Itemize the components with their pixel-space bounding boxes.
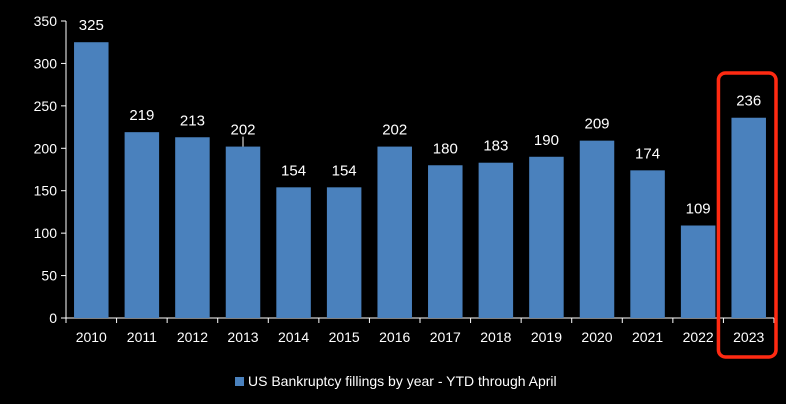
bar-2015: [326, 187, 362, 318]
data-label-2017: 180: [433, 140, 458, 157]
data-label-2010: 325: [79, 17, 104, 34]
x-tick-label-2022: 2022: [683, 329, 714, 345]
x-tick-label-2018: 2018: [480, 329, 511, 345]
x-tick-label-2023: 2023: [733, 329, 764, 345]
legend: US Bankruptcy fillings by year - YTD thr…: [235, 373, 557, 389]
bar-2012: [175, 137, 210, 318]
y-tick-label: 300: [34, 55, 58, 71]
legend-label: US Bankruptcy fillings by year - YTD thr…: [248, 373, 557, 389]
data-label-2021: 174: [635, 145, 660, 162]
y-tick-label: 250: [34, 98, 58, 114]
bar-2023: [731, 117, 766, 318]
x-tick-label-2013: 2013: [227, 329, 258, 345]
y-tick-label: 350: [34, 13, 58, 29]
x-tick-label-2011: 2011: [127, 329, 157, 345]
data-label-2020: 209: [584, 116, 609, 133]
bar-2016: [377, 146, 412, 318]
data-label-2016: 202: [382, 122, 407, 139]
bar-2013: [225, 146, 261, 318]
x-tick-label-2010: 2010: [76, 329, 107, 345]
x-tick-label-2020: 2020: [581, 329, 612, 345]
data-label-2022: 109: [686, 201, 711, 218]
y-tick-label: 100: [34, 225, 58, 241]
x-tick-label-2017: 2017: [430, 329, 461, 345]
data-label-2012: 213: [180, 112, 205, 129]
data-label-2018: 183: [483, 138, 508, 155]
bar-2019: [529, 156, 564, 318]
data-label-2011: 219: [129, 107, 154, 124]
x-tick-label-2015: 2015: [329, 329, 360, 345]
y-tick-label: 200: [34, 140, 58, 156]
bar-2011: [124, 132, 160, 318]
y-tick-label: 150: [34, 183, 58, 199]
bar-2010: [74, 42, 109, 318]
data-label-2019: 190: [534, 132, 559, 149]
plot-area: 0 50 100 150 200 250 300 350 325 2010 219 2011 213 20…: [34, 13, 778, 359]
bar-2022: [680, 225, 716, 318]
x-tick-label-2019: 2019: [531, 329, 562, 345]
bar-2014: [276, 187, 311, 318]
highlight-box: [716, 71, 778, 359]
data-label-2013: 202: [230, 122, 255, 139]
data-label-2015: 154: [332, 162, 357, 179]
y-tick-label: 50: [41, 268, 57, 284]
x-tick-label-2016: 2016: [379, 329, 410, 345]
data-label-2023: 236: [736, 93, 761, 110]
x-tick-label-2014: 2014: [278, 329, 309, 345]
bar-2020: [579, 140, 615, 318]
y-tick-label: 0: [49, 310, 57, 326]
data-label-2014: 154: [281, 162, 306, 179]
x-tick-label-2012: 2012: [177, 329, 208, 345]
legend-swatch: [235, 377, 244, 386]
bar-2018: [478, 162, 514, 318]
bar-2017: [428, 165, 463, 318]
bar-2021: [630, 170, 665, 318]
x-tick-label-2021: 2021: [632, 329, 663, 345]
